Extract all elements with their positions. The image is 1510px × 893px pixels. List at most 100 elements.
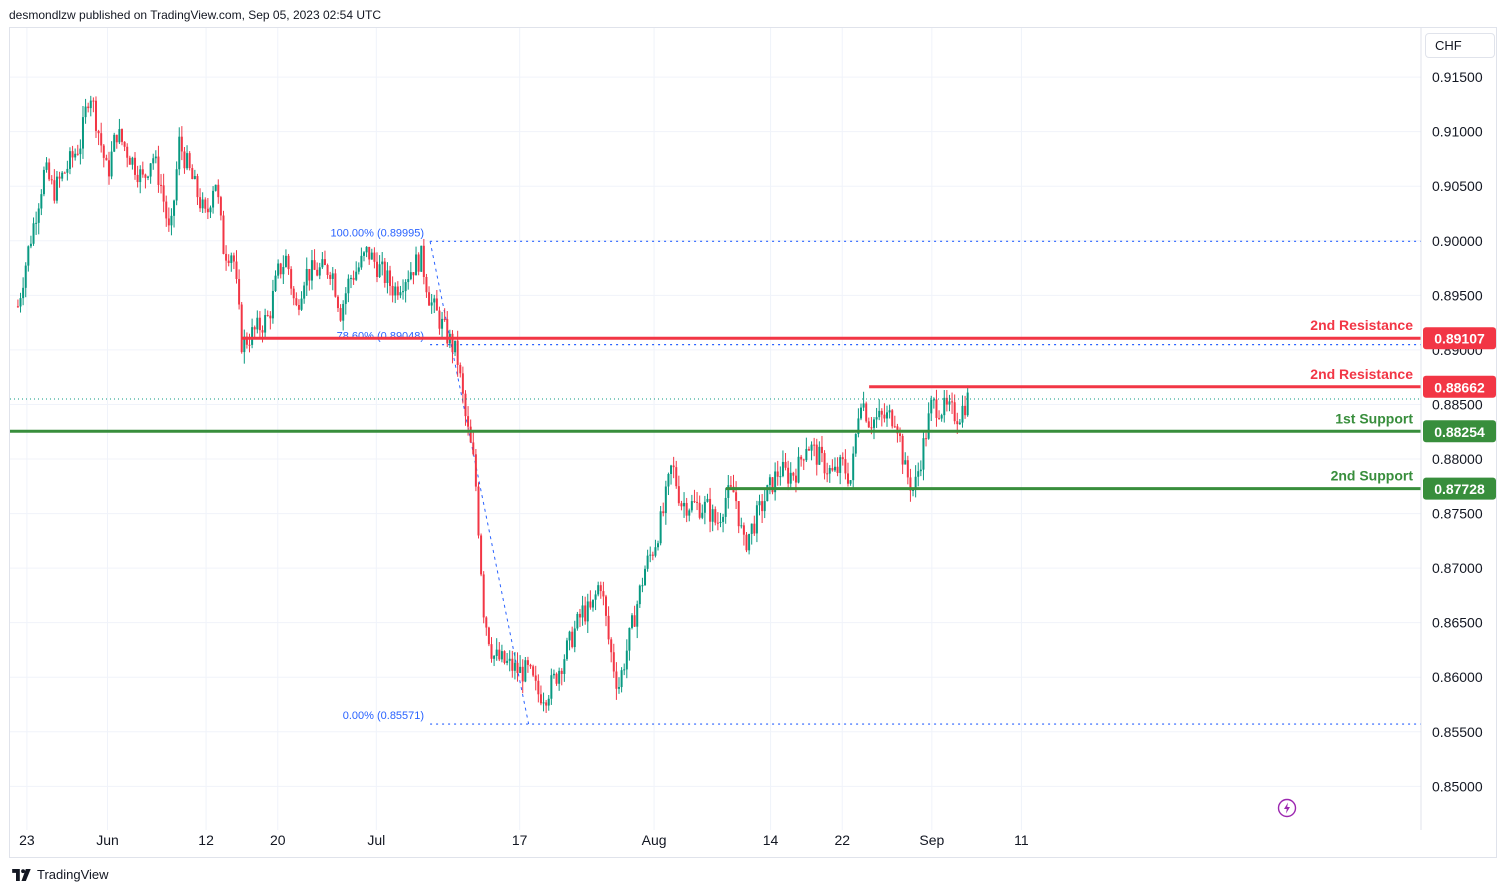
candle-body	[123, 141, 126, 147]
candle-body	[722, 516, 725, 522]
candle-body	[940, 415, 943, 419]
candle-body	[188, 153, 191, 169]
candle-body	[402, 291, 405, 293]
candle-body	[100, 133, 103, 146]
candle-body	[552, 673, 555, 676]
candle-body	[909, 477, 912, 491]
candle-body	[576, 613, 579, 629]
candle-body	[550, 675, 553, 699]
fibonacci-retracement[interactable]: 100.00% (0.89995) 78.60% (0.89048) 0.00% (…	[331, 227, 1421, 725]
levels-layer[interactable]	[10, 336, 1421, 491]
candle-body	[948, 401, 951, 405]
fib-level-label: 100.00% (0.89995)	[331, 227, 425, 239]
candle-body	[597, 585, 600, 595]
candle-body	[680, 503, 683, 507]
candle-body	[81, 117, 84, 149]
candle-body	[79, 148, 82, 155]
candle-body	[878, 410, 881, 418]
candle-body	[547, 698, 550, 706]
candle-body	[490, 644, 493, 659]
candle-body	[329, 274, 332, 279]
candle-body	[71, 151, 74, 158]
candle-body	[217, 184, 220, 198]
plot-area[interactable]: 100.00% (0.89995) 78.60% (0.89048) 0.00% (…	[10, 95, 1421, 725]
chart-frame	[9, 27, 1497, 858]
candle-body	[620, 670, 623, 688]
support-level-label: 1st Support	[1335, 410, 1413, 426]
candle-body	[136, 174, 139, 183]
price-tick-label: 0.88500	[1432, 396, 1483, 412]
candle-body	[709, 498, 712, 522]
candle-body	[631, 615, 634, 628]
time-axis[interactable]: 23 Jun 12 20 Jul 17 Aug 14 22 Sep 11	[19, 832, 1029, 848]
currency-button[interactable]: CHF	[1425, 33, 1495, 58]
candle-body	[500, 651, 503, 660]
candle-body	[37, 208, 40, 223]
fib-trend-line[interactable]	[429, 241, 530, 725]
tradingview-brand[interactable]: TradingView	[12, 867, 109, 882]
candle-body	[92, 100, 95, 102]
candle-body	[441, 318, 444, 329]
candle-body	[162, 185, 165, 202]
candle-body	[102, 145, 105, 158]
candle-body	[774, 471, 777, 493]
candle-body	[308, 268, 311, 281]
candle-body	[248, 344, 251, 346]
candle-body	[271, 290, 274, 319]
time-tick-label: 17	[512, 832, 528, 848]
candle-body	[594, 594, 597, 600]
candle-body	[558, 670, 561, 684]
candle-body	[688, 510, 691, 516]
candle-body	[76, 153, 79, 155]
candle-body	[170, 215, 173, 226]
candle-body	[399, 292, 402, 296]
time-tick-label: Jul	[367, 832, 385, 848]
candle-body	[326, 265, 329, 275]
support-price-value: 0.88254	[1434, 424, 1485, 440]
candle-body	[370, 252, 373, 260]
candle-body	[560, 670, 563, 674]
candle-body	[126, 146, 129, 158]
candle-body	[313, 260, 316, 270]
candle-body	[815, 444, 818, 465]
candle-body	[232, 255, 235, 262]
candle-body	[63, 172, 66, 174]
candle-body	[888, 410, 891, 413]
price-axis[interactable]: 0.915000.910000.905000.900000.895000.890…	[1432, 69, 1483, 794]
candle-body	[287, 255, 290, 270]
candle-body	[625, 650, 628, 670]
candle-body	[571, 631, 574, 648]
candle-body	[503, 651, 506, 663]
candle-body	[813, 444, 816, 446]
candle-body	[66, 168, 69, 173]
candle-body	[264, 315, 267, 333]
candle-body	[545, 702, 548, 706]
candle-body	[344, 293, 347, 304]
candle-body	[539, 694, 542, 704]
candle-body	[404, 282, 407, 292]
candle-body	[279, 263, 282, 275]
candle-body	[573, 628, 576, 648]
candle-body	[269, 315, 272, 319]
candle-body	[420, 245, 423, 272]
candle-body	[641, 585, 644, 587]
candle-body	[251, 327, 254, 345]
candle-body	[409, 272, 412, 280]
candle-body	[792, 472, 795, 476]
candle-body	[904, 460, 907, 465]
candle-body	[859, 407, 862, 419]
candle-body	[789, 472, 792, 484]
candle-body	[581, 605, 584, 618]
candle-body	[870, 427, 873, 429]
candle-body	[886, 412, 889, 419]
candle-body	[121, 129, 124, 142]
lightning-icon[interactable]	[1277, 798, 1297, 818]
candle-body	[865, 403, 868, 422]
candle-body	[568, 631, 571, 641]
candle-body	[74, 153, 77, 158]
price-tick-label: 0.87000	[1432, 560, 1483, 576]
candle-body	[672, 465, 675, 468]
candle-body	[105, 157, 108, 161]
resistance-price-value: 0.89107	[1434, 331, 1485, 347]
